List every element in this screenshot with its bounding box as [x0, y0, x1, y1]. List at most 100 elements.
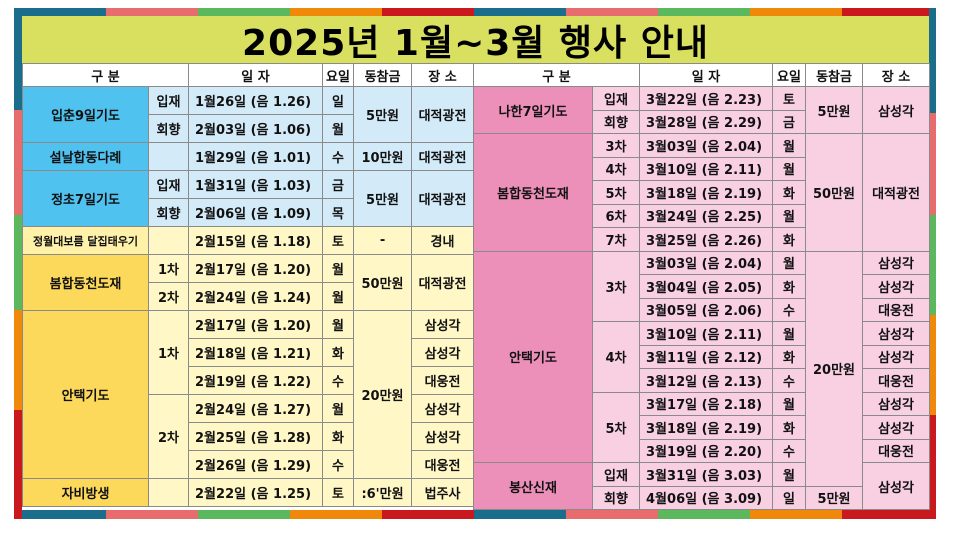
page-title: 2025년 1월~3월 행사 안내 — [22, 16, 929, 64]
session-cell: 입재 — [591, 86, 641, 111]
header-place: 장 소 — [862, 63, 931, 87]
table-row: 5차 3월18일 (음 2.19) 화 — [474, 180, 930, 205]
session-cell: 회향 — [147, 114, 190, 143]
frame-bottom-border — [14, 510, 936, 519]
session-cell: 회향 — [591, 109, 641, 134]
weekday-cell: 수 — [772, 438, 807, 463]
weekday-cell: 화 — [772, 415, 807, 440]
header-weekday: 요일 — [772, 63, 807, 87]
session-cell — [147, 226, 190, 255]
weekday-cell: 토 — [322, 226, 355, 255]
place-cell: 대웅전 — [411, 366, 475, 395]
weekday-cell: 월 — [772, 321, 807, 346]
weekday-cell: 월 — [772, 250, 807, 275]
table-row: 3월19일 (음 2.20) 수 대웅전 — [474, 438, 931, 463]
table-row: 정월대보름 달집태우기 2월15일 (음 1.18) 토 - 경내 — [22, 226, 475, 255]
date-cell: 3월10일 (음 2.11) — [639, 156, 774, 181]
table-row: 3월11일 (음 2.12) 화 삼성각 — [474, 344, 931, 369]
place-cell: 삼성각 — [862, 86, 931, 134]
place-cell: 삼성각 — [862, 321, 931, 346]
place-cell: 법주사 — [411, 478, 475, 507]
table-row: 2월25일 (음 1.28) 화 삼성각 — [23, 422, 475, 451]
weekday-cell: 월 — [322, 254, 355, 283]
weekday-cell: 월 — [322, 282, 355, 311]
weekday-cell: 토 — [322, 478, 355, 507]
weekday-cell: 월 — [322, 394, 355, 423]
weekday-cell: 수 — [322, 450, 355, 479]
table-row: 정초7일기도 입재 1월31일 (음 1.03) 금 5만원 대적광전 — [22, 170, 475, 227]
date-cell: 3월11일 (음 2.12) — [639, 344, 774, 369]
date-cell: 1월26일 (음 1.26) — [188, 86, 324, 115]
header-place: 장 소 — [411, 63, 475, 87]
place-cell: 대웅전 — [862, 438, 931, 463]
weekday-cell: 수 — [772, 368, 807, 393]
weekday-cell: 화 — [772, 344, 807, 369]
weekday-cell: 일 — [772, 485, 807, 510]
header-fee: 동참금 — [805, 63, 864, 87]
event-name-cell: 설날합동다례 — [22, 142, 149, 171]
date-cell: 2월22일 (음 1.25) — [188, 478, 324, 507]
fee-cell: 5만원 — [805, 485, 864, 510]
place-cell: 대웅전 — [862, 297, 931, 322]
session-cell: 2차 — [147, 394, 190, 479]
event-name-cell: 안택기도 — [22, 310, 149, 479]
date-cell: 2월03일 (음 1.06) — [188, 114, 324, 143]
date-cell: 2월17일 (음 1.20) — [188, 254, 324, 283]
date-cell: 3월24일 (음 2.25) — [639, 203, 774, 228]
header-date: 일 자 — [639, 63, 774, 87]
date-cell: 3월22일 (음 2.23) — [639, 86, 774, 111]
event-name-cell: 입춘9일기도 — [22, 86, 149, 143]
place-cell: 삼성각 — [411, 310, 475, 339]
event-name-cell: 자비방생 — [22, 478, 149, 507]
table-row: 봉산신재 입재 3월31일 (음 3.03) 월 삼성각 — [473, 462, 931, 510]
date-cell: 3월25일 (음 2.26) — [639, 227, 774, 252]
weekday-cell: 월 — [772, 203, 807, 228]
table-row: 3월18일 (음 2.19) 화 삼성각 — [474, 415, 931, 440]
date-cell: 2월18일 (음 1.21) — [188, 338, 324, 367]
session-cell: 입재 — [591, 462, 641, 487]
place-cell: 삼성각 — [862, 415, 931, 440]
header-weekday: 요일 — [322, 63, 355, 87]
table-row: 봄합동천도재 3차 3월03일 (음 2.04) 월 50만원 대적광전 — [473, 133, 931, 252]
date-cell: 2월17일 (음 1.20) — [188, 310, 324, 339]
session-cell: 7차 — [591, 227, 641, 252]
fee-cell: 50만원 — [353, 254, 413, 311]
table-row: 회향 3월28일 (음 2.29) 금 — [474, 109, 930, 134]
table-row: 4차 3월10일 (음 2.11) 월 — [474, 156, 930, 181]
fee-cell: 20만원 — [353, 310, 413, 479]
table-row: 회향 2월03일 (음 1.06) 월 — [23, 114, 474, 143]
weekday-cell: 월 — [322, 310, 355, 339]
weekday-cell: 화 — [772, 274, 807, 299]
event-name-cell: 정초7일기도 — [22, 170, 149, 227]
session-cell: 입재 — [147, 86, 190, 115]
date-cell: 3월12일 (음 2.13) — [639, 368, 774, 393]
frame-left-border — [14, 8, 22, 519]
weekday-cell: 토 — [772, 86, 807, 111]
place-cell: 삼성각 — [411, 422, 475, 451]
date-cell: 2월06일 (음 1.09) — [188, 198, 324, 227]
session-cell: 4차 — [591, 156, 641, 181]
place-cell: 삼성각 — [862, 391, 931, 416]
date-cell: 2월19일 (음 1.22) — [188, 366, 324, 395]
weekday-cell: 화 — [772, 227, 807, 252]
fee-cell: 5만원 — [353, 170, 413, 227]
weekday-cell: 목 — [322, 198, 355, 227]
weekday-cell: 화 — [772, 180, 807, 205]
date-cell: 3월05일 (음 2.06) — [639, 297, 774, 322]
weekday-cell: 금 — [322, 170, 355, 199]
session-cell: 1차 — [147, 310, 190, 395]
date-cell: 2월25일 (음 1.28) — [188, 422, 324, 451]
event-name-cell: 나한7일기도 — [473, 86, 593, 134]
place-cell: 삼성각 — [862, 250, 931, 275]
session-cell — [147, 478, 190, 507]
fee-cell: 5만원 — [353, 86, 413, 143]
header-row: 구 분 일 자 요일 동참금 장 소 — [472, 63, 931, 87]
session-cell: 5차 — [591, 180, 641, 205]
session-cell — [147, 142, 190, 171]
table-row: 2월26일 (음 1.29) 수 대웅전 — [23, 450, 475, 479]
date-cell: 3월18일 (음 2.19) — [639, 180, 774, 205]
session-cell: 입재 — [147, 170, 190, 199]
date-cell: 1월29일 (음 1.01) — [188, 142, 324, 171]
table-row: 7차 3월25일 (음 2.26) 화 — [474, 227, 930, 252]
